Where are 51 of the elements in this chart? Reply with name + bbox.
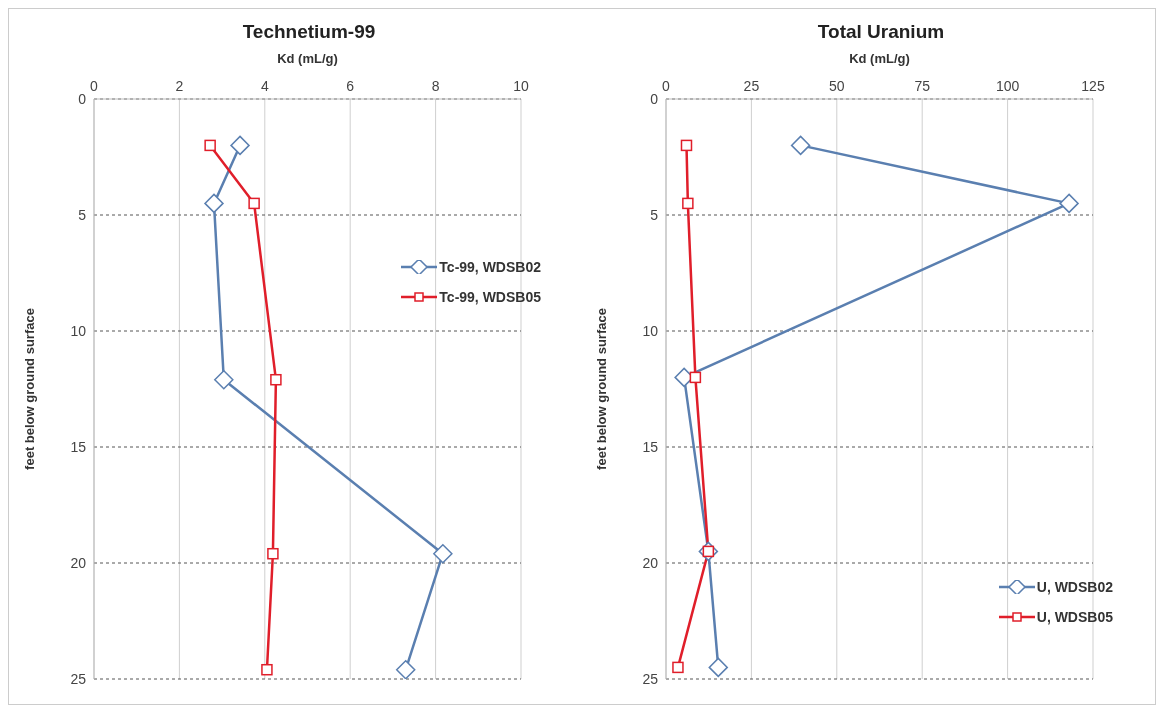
point (261, 663, 273, 676)
x-tick-label: 8 (431, 78, 440, 94)
point (267, 547, 279, 560)
point (230, 135, 250, 156)
y-tick-label: 15 (70, 438, 87, 455)
x-tick-label: 10 (513, 78, 529, 94)
legend-label: U, WDSB02 (1036, 579, 1113, 595)
x-tick-label: 0 (662, 78, 671, 94)
chart-title: Technetium-99 (241, 21, 377, 43)
legend-label: U, WDSB05 (1036, 609, 1113, 625)
point (708, 657, 729, 678)
x-tick-label: 25 (743, 78, 760, 94)
point (204, 193, 224, 214)
x-tick-label: 0 (90, 78, 99, 94)
point (1059, 193, 1079, 214)
y-tick-label: 5 (78, 206, 87, 223)
y-axis-title: feet below ground surface (21, 308, 37, 470)
x-tick-label: 125 (1081, 78, 1105, 94)
y-tick-label: 10 (642, 322, 659, 339)
x-tick-label: 100 (995, 78, 1020, 94)
point (682, 197, 694, 210)
x-tick-label: 50 (829, 78, 845, 94)
point (248, 197, 260, 210)
x-tick-label: 75 (914, 78, 931, 94)
point (204, 139, 216, 152)
y-tick-label: 15 (642, 438, 659, 455)
y-tick-label: 25 (70, 670, 87, 687)
point (680, 139, 693, 152)
x-tick-label: 2 (175, 78, 184, 94)
point (270, 373, 282, 386)
y-tick-label: 25 (642, 670, 659, 687)
x-axis-title: Kd (mL/g) (849, 51, 910, 67)
y-tick-label: 10 (70, 322, 87, 339)
point (689, 371, 702, 384)
y-axis-title: feet below ground surface (593, 308, 609, 470)
y-tick-label: 5 (650, 206, 659, 223)
y-tick-label: 20 (642, 554, 659, 571)
x-tick-label: 4 (260, 78, 269, 94)
point (433, 543, 453, 564)
chart-title: Total Uranium (816, 21, 946, 43)
x-axis-title: Kd (mL/g) (277, 51, 338, 67)
legend-label: Tc-99, WDSB05 (439, 289, 541, 305)
y-tick-label: 0 (78, 90, 87, 107)
x-tick-label: 6 (346, 78, 355, 94)
point (395, 659, 416, 679)
legend-label: Tc-99, WDSB02 (439, 259, 541, 275)
point (214, 369, 234, 390)
point (672, 661, 684, 674)
y-tick-label: 0 (650, 90, 659, 107)
y-tick-label: 20 (70, 554, 87, 571)
point (790, 135, 811, 156)
